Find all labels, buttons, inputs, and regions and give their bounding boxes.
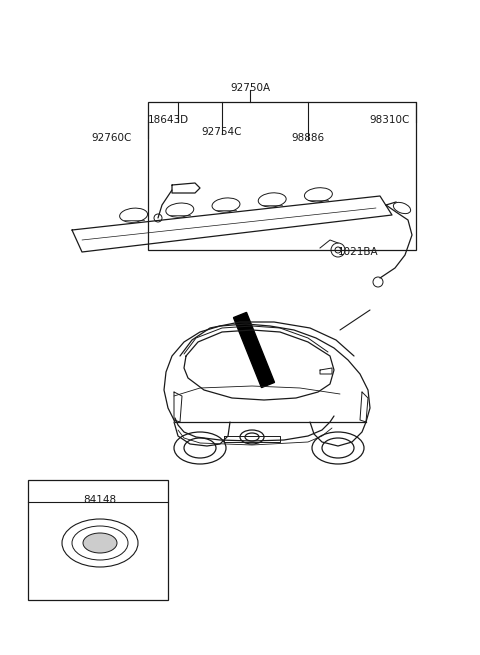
- Ellipse shape: [83, 533, 117, 553]
- Bar: [148, 102, 416, 250]
- Text: 92750A: 92750A: [230, 83, 270, 93]
- Text: 1021BA: 1021BA: [338, 247, 378, 257]
- Text: 98310C: 98310C: [370, 115, 410, 125]
- Text: 18643D: 18643D: [147, 115, 189, 125]
- Bar: [28, 480, 168, 600]
- Text: 84148: 84148: [84, 495, 117, 505]
- Polygon shape: [233, 312, 275, 388]
- Text: 92754C: 92754C: [202, 127, 242, 137]
- Text: 92760C: 92760C: [92, 133, 132, 143]
- Text: 98886: 98886: [291, 133, 324, 143]
